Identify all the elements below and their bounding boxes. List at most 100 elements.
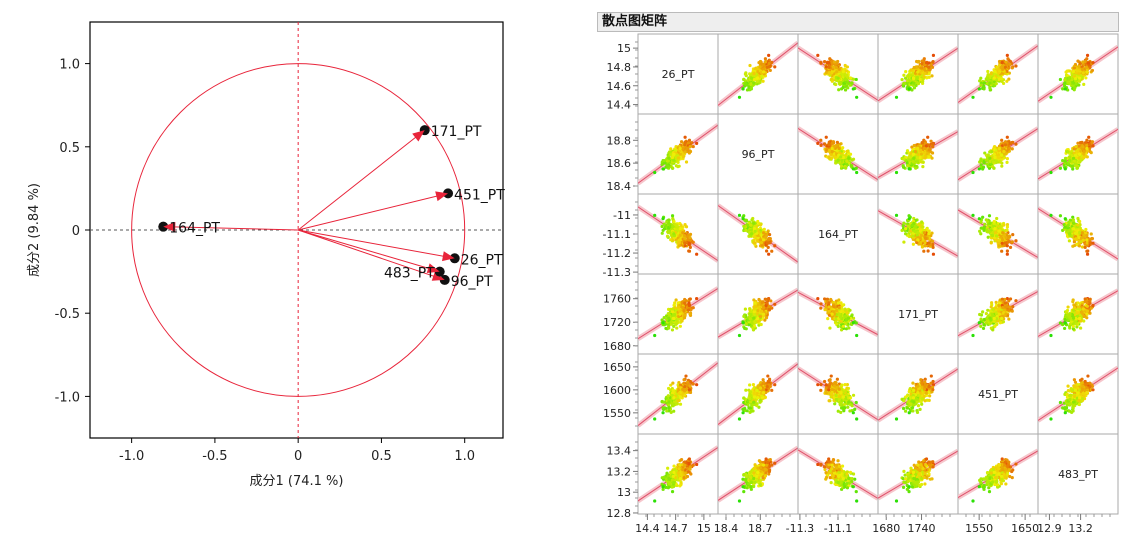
data-point — [834, 315, 838, 319]
data-point — [755, 76, 759, 80]
data-point — [915, 237, 919, 242]
data-point — [742, 77, 746, 81]
data-point — [914, 153, 918, 157]
data-point — [1000, 234, 1004, 238]
data-point — [832, 301, 836, 305]
data-point — [767, 239, 771, 243]
data-point — [990, 155, 994, 159]
data-point — [755, 72, 759, 77]
data-point — [676, 158, 680, 162]
data-point — [673, 316, 677, 320]
data-point — [918, 75, 922, 79]
data-point — [985, 162, 989, 166]
data-point — [751, 223, 755, 227]
data-point — [916, 237, 920, 241]
data-point — [827, 143, 832, 147]
data-point — [992, 221, 996, 226]
data-point — [1090, 68, 1095, 73]
data-point — [1064, 230, 1069, 234]
data-point — [992, 77, 996, 81]
data-point — [688, 144, 692, 149]
data-point — [1075, 78, 1080, 83]
data-point — [681, 307, 685, 312]
data-point — [848, 82, 852, 86]
cell-points — [718, 203, 798, 265]
data-point — [1077, 83, 1081, 87]
data-point — [752, 72, 756, 76]
data-point — [989, 320, 993, 324]
data-point — [924, 232, 928, 236]
data-point — [1074, 164, 1078, 168]
data-point — [997, 226, 1002, 230]
data-point — [992, 228, 996, 233]
data-point — [1075, 234, 1079, 238]
data-point — [750, 82, 754, 86]
data-point — [917, 151, 921, 156]
data-point — [905, 74, 910, 78]
data-point — [761, 238, 765, 243]
data-point — [855, 95, 859, 99]
data-point — [1084, 154, 1088, 158]
data-point — [839, 319, 843, 323]
data-point — [829, 77, 833, 82]
data-point — [753, 229, 757, 233]
data-point — [1085, 149, 1089, 153]
data-point — [839, 328, 844, 332]
data-point — [749, 82, 753, 86]
data-point — [1080, 157, 1084, 161]
data-point — [675, 228, 680, 232]
data-point — [982, 228, 986, 232]
data-point — [833, 148, 838, 152]
data-point — [1083, 147, 1087, 151]
matrix-cell — [797, 33, 879, 115]
data-point — [1071, 70, 1075, 74]
data-point — [678, 307, 682, 311]
data-point — [1004, 69, 1008, 73]
data-point — [844, 153, 848, 157]
data-point — [998, 148, 1003, 153]
data-point — [995, 156, 999, 160]
data-point — [838, 80, 842, 85]
fit-band — [718, 287, 798, 340]
data-point — [754, 231, 758, 235]
data-point — [661, 323, 665, 327]
data-point — [747, 319, 751, 323]
data-point — [759, 236, 763, 241]
data-point — [679, 312, 683, 316]
data-point — [745, 322, 749, 326]
data-point — [989, 224, 993, 228]
data-point — [905, 81, 909, 85]
data-point — [837, 314, 841, 319]
data-point — [1079, 229, 1083, 233]
data-point — [999, 229, 1003, 233]
data-point — [834, 308, 838, 312]
data-point — [677, 307, 681, 311]
data-point — [982, 85, 986, 90]
data-point — [912, 77, 916, 82]
data-point — [998, 229, 1002, 233]
data-point — [670, 230, 675, 234]
data-point — [1073, 235, 1077, 239]
data-point — [677, 317, 681, 321]
data-point — [926, 135, 930, 139]
data-point — [1078, 152, 1082, 156]
data-point — [989, 78, 993, 83]
data-point — [835, 65, 839, 69]
data-point — [1002, 237, 1006, 242]
data-point — [1005, 302, 1009, 306]
data-point — [842, 303, 846, 307]
data-point — [986, 155, 990, 159]
data-point — [666, 223, 670, 227]
data-point — [844, 313, 848, 317]
data-point — [761, 243, 765, 247]
data-point — [931, 242, 935, 247]
data-point — [828, 57, 832, 61]
data-point — [907, 231, 911, 235]
data-point — [751, 225, 756, 229]
data-point — [1075, 226, 1079, 230]
data-point — [923, 149, 927, 154]
data-point — [761, 234, 765, 239]
data-point — [1081, 71, 1085, 75]
data-point — [915, 223, 919, 227]
data-point — [678, 156, 682, 160]
